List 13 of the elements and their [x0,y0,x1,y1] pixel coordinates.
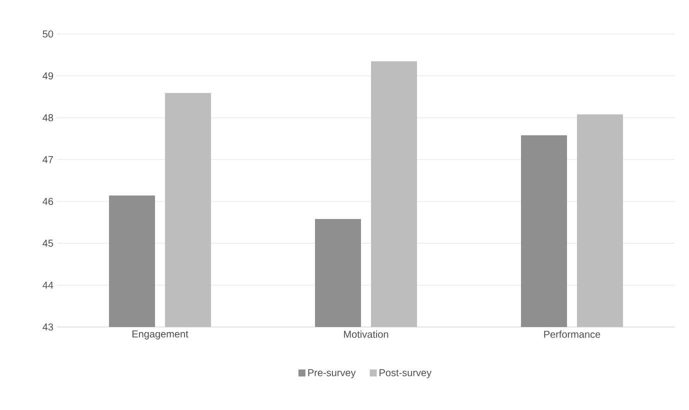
y-tick-label: 49 [42,72,54,80]
legend-label: Pre-survey [308,369,356,378]
x-tick-label: Performance [544,330,600,338]
y-tick-label: 50 [42,30,54,38]
x-tick-label: Engagement [132,330,188,340]
y-tick-label: 43 [42,323,54,331]
y-tick-label: 44 [42,282,54,289]
y-tick-label: 48 [42,114,54,122]
legend-label: Post-survey [380,369,432,378]
y-tick-label: 45 [42,240,54,247]
y-tick-label: 46 [42,198,54,205]
y-tick-label: 47 [42,156,53,164]
x-tick-label: Motivation [344,330,388,338]
